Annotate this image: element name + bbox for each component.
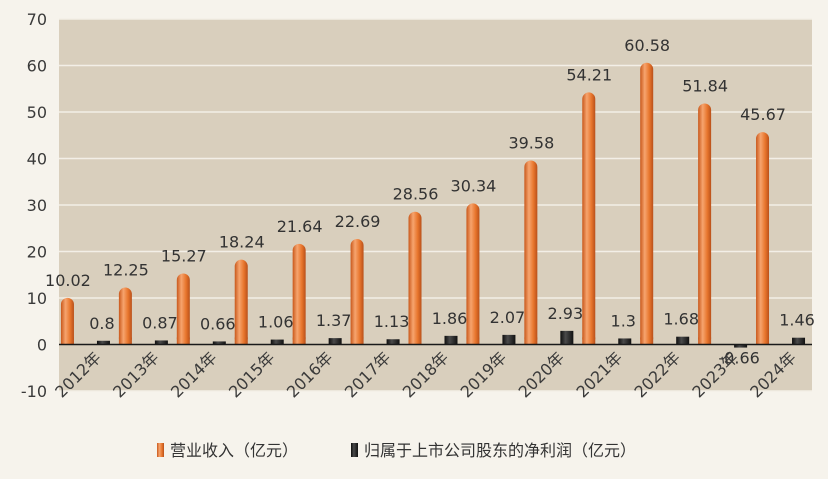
revenue-bar-base [756, 337, 770, 345]
revenue-data-label: 22.69 [335, 212, 381, 231]
revenue-data-label: 18.24 [219, 233, 265, 252]
profit-data-label: 1.86 [432, 309, 468, 328]
profit-bar [386, 339, 400, 345]
revenue-bar [292, 243, 306, 345]
revenue-data-label: 51.84 [682, 76, 728, 95]
profit-bar [270, 339, 284, 345]
revenue-bar-base [176, 337, 190, 345]
revenue-bar [698, 103, 712, 345]
revenue-bar [756, 132, 770, 345]
revenue-bar-base [640, 337, 654, 345]
revenue-bar-base [234, 337, 248, 345]
revenue-bar-base [408, 337, 422, 345]
revenue-bar [466, 203, 480, 345]
profit-bar [618, 338, 632, 345]
profit-bar [444, 335, 458, 345]
profit-bar [212, 341, 226, 345]
profit-data-label: 0.66 [200, 314, 236, 333]
profit-bar [792, 337, 806, 345]
revenue-data-label: 10.02 [45, 271, 91, 290]
revenue-bar-base [60, 337, 74, 345]
revenue-bar [118, 287, 132, 345]
revenue-bar [176, 273, 190, 345]
profit-bar [734, 344, 748, 348]
revenue-bar [408, 211, 422, 345]
profit-bar [328, 338, 342, 345]
profit-data-label: -0.66 [718, 349, 759, 368]
revenue-data-label: 30.34 [451, 176, 497, 195]
profit-bar [560, 330, 574, 345]
revenue-data-label: 28.56 [393, 185, 439, 204]
revenue-bar [234, 259, 248, 345]
y-tick-label: -10 [21, 382, 47, 401]
y-tick-label: 20 [27, 243, 47, 262]
revenue-data-label: 54.21 [566, 65, 612, 84]
profit-data-label: 1.68 [663, 310, 699, 329]
revenue-bar-base [292, 337, 306, 345]
legend-swatch-revenue [157, 443, 164, 457]
revenue-bar [640, 62, 654, 345]
profit-bar [96, 340, 110, 345]
revenue-bar [582, 92, 596, 345]
y-tick-label: 50 [27, 103, 47, 122]
revenue-data-label: 12.25 [103, 261, 149, 280]
revenue-bar-base [350, 337, 364, 345]
profit-data-label: 2.07 [490, 308, 526, 327]
legend-swatch-profit [351, 443, 358, 457]
y-tick-label: 40 [27, 150, 47, 169]
revenue-data-label: 15.27 [161, 246, 207, 265]
revenue-bar [350, 238, 364, 345]
revenue-data-label: 45.67 [740, 105, 786, 124]
profit-data-label: 1.13 [374, 312, 410, 331]
revenue-bar-base [466, 337, 480, 345]
profit-bar [154, 340, 168, 345]
revenue-bar-base [698, 337, 712, 345]
revenue-bar-base [582, 337, 596, 345]
profit-data-label: 1.3 [611, 311, 636, 330]
legend: 营业收入（亿元） 归属于上市公司股东的净利润（亿元） [157, 441, 636, 460]
revenue-bar-base [118, 337, 132, 345]
y-tick-label: 30 [27, 196, 47, 215]
y-axis: -10 0 10 20 30 40 50 60 70 [21, 10, 47, 401]
revenue-data-label: 21.64 [277, 217, 323, 236]
profit-bar [676, 336, 690, 345]
legend-label-profit: 归属于上市公司股东的净利润（亿元） [364, 441, 636, 460]
bars [60, 62, 806, 348]
profit-data-label: 1.46 [779, 311, 815, 330]
profit-bar [502, 334, 516, 345]
profit-data-label: 2.93 [548, 304, 584, 323]
profit-data-label: 0.87 [142, 313, 178, 332]
y-tick-label: 0 [37, 336, 47, 355]
y-tick-label: 70 [27, 10, 47, 29]
revenue-bar [60, 297, 74, 345]
profit-data-label: 1.37 [316, 311, 352, 330]
profit-data-label: 0.8 [89, 314, 114, 333]
revenue-bar-base [524, 337, 538, 345]
legend-label-revenue: 营业收入（亿元） [170, 441, 298, 460]
revenue-data-label: 39.58 [508, 133, 554, 152]
y-tick-label: 60 [27, 57, 47, 76]
revenue-data-label: 60.58 [624, 36, 670, 55]
profit-data-label: 1.06 [258, 313, 294, 332]
data-labels: 10.02 0.8 12.25 0.87 15.27 0.66 18.24 1.06 21.64… [45, 36, 815, 368]
revenue-bar [524, 160, 538, 345]
y-tick-label: 10 [27, 289, 47, 308]
